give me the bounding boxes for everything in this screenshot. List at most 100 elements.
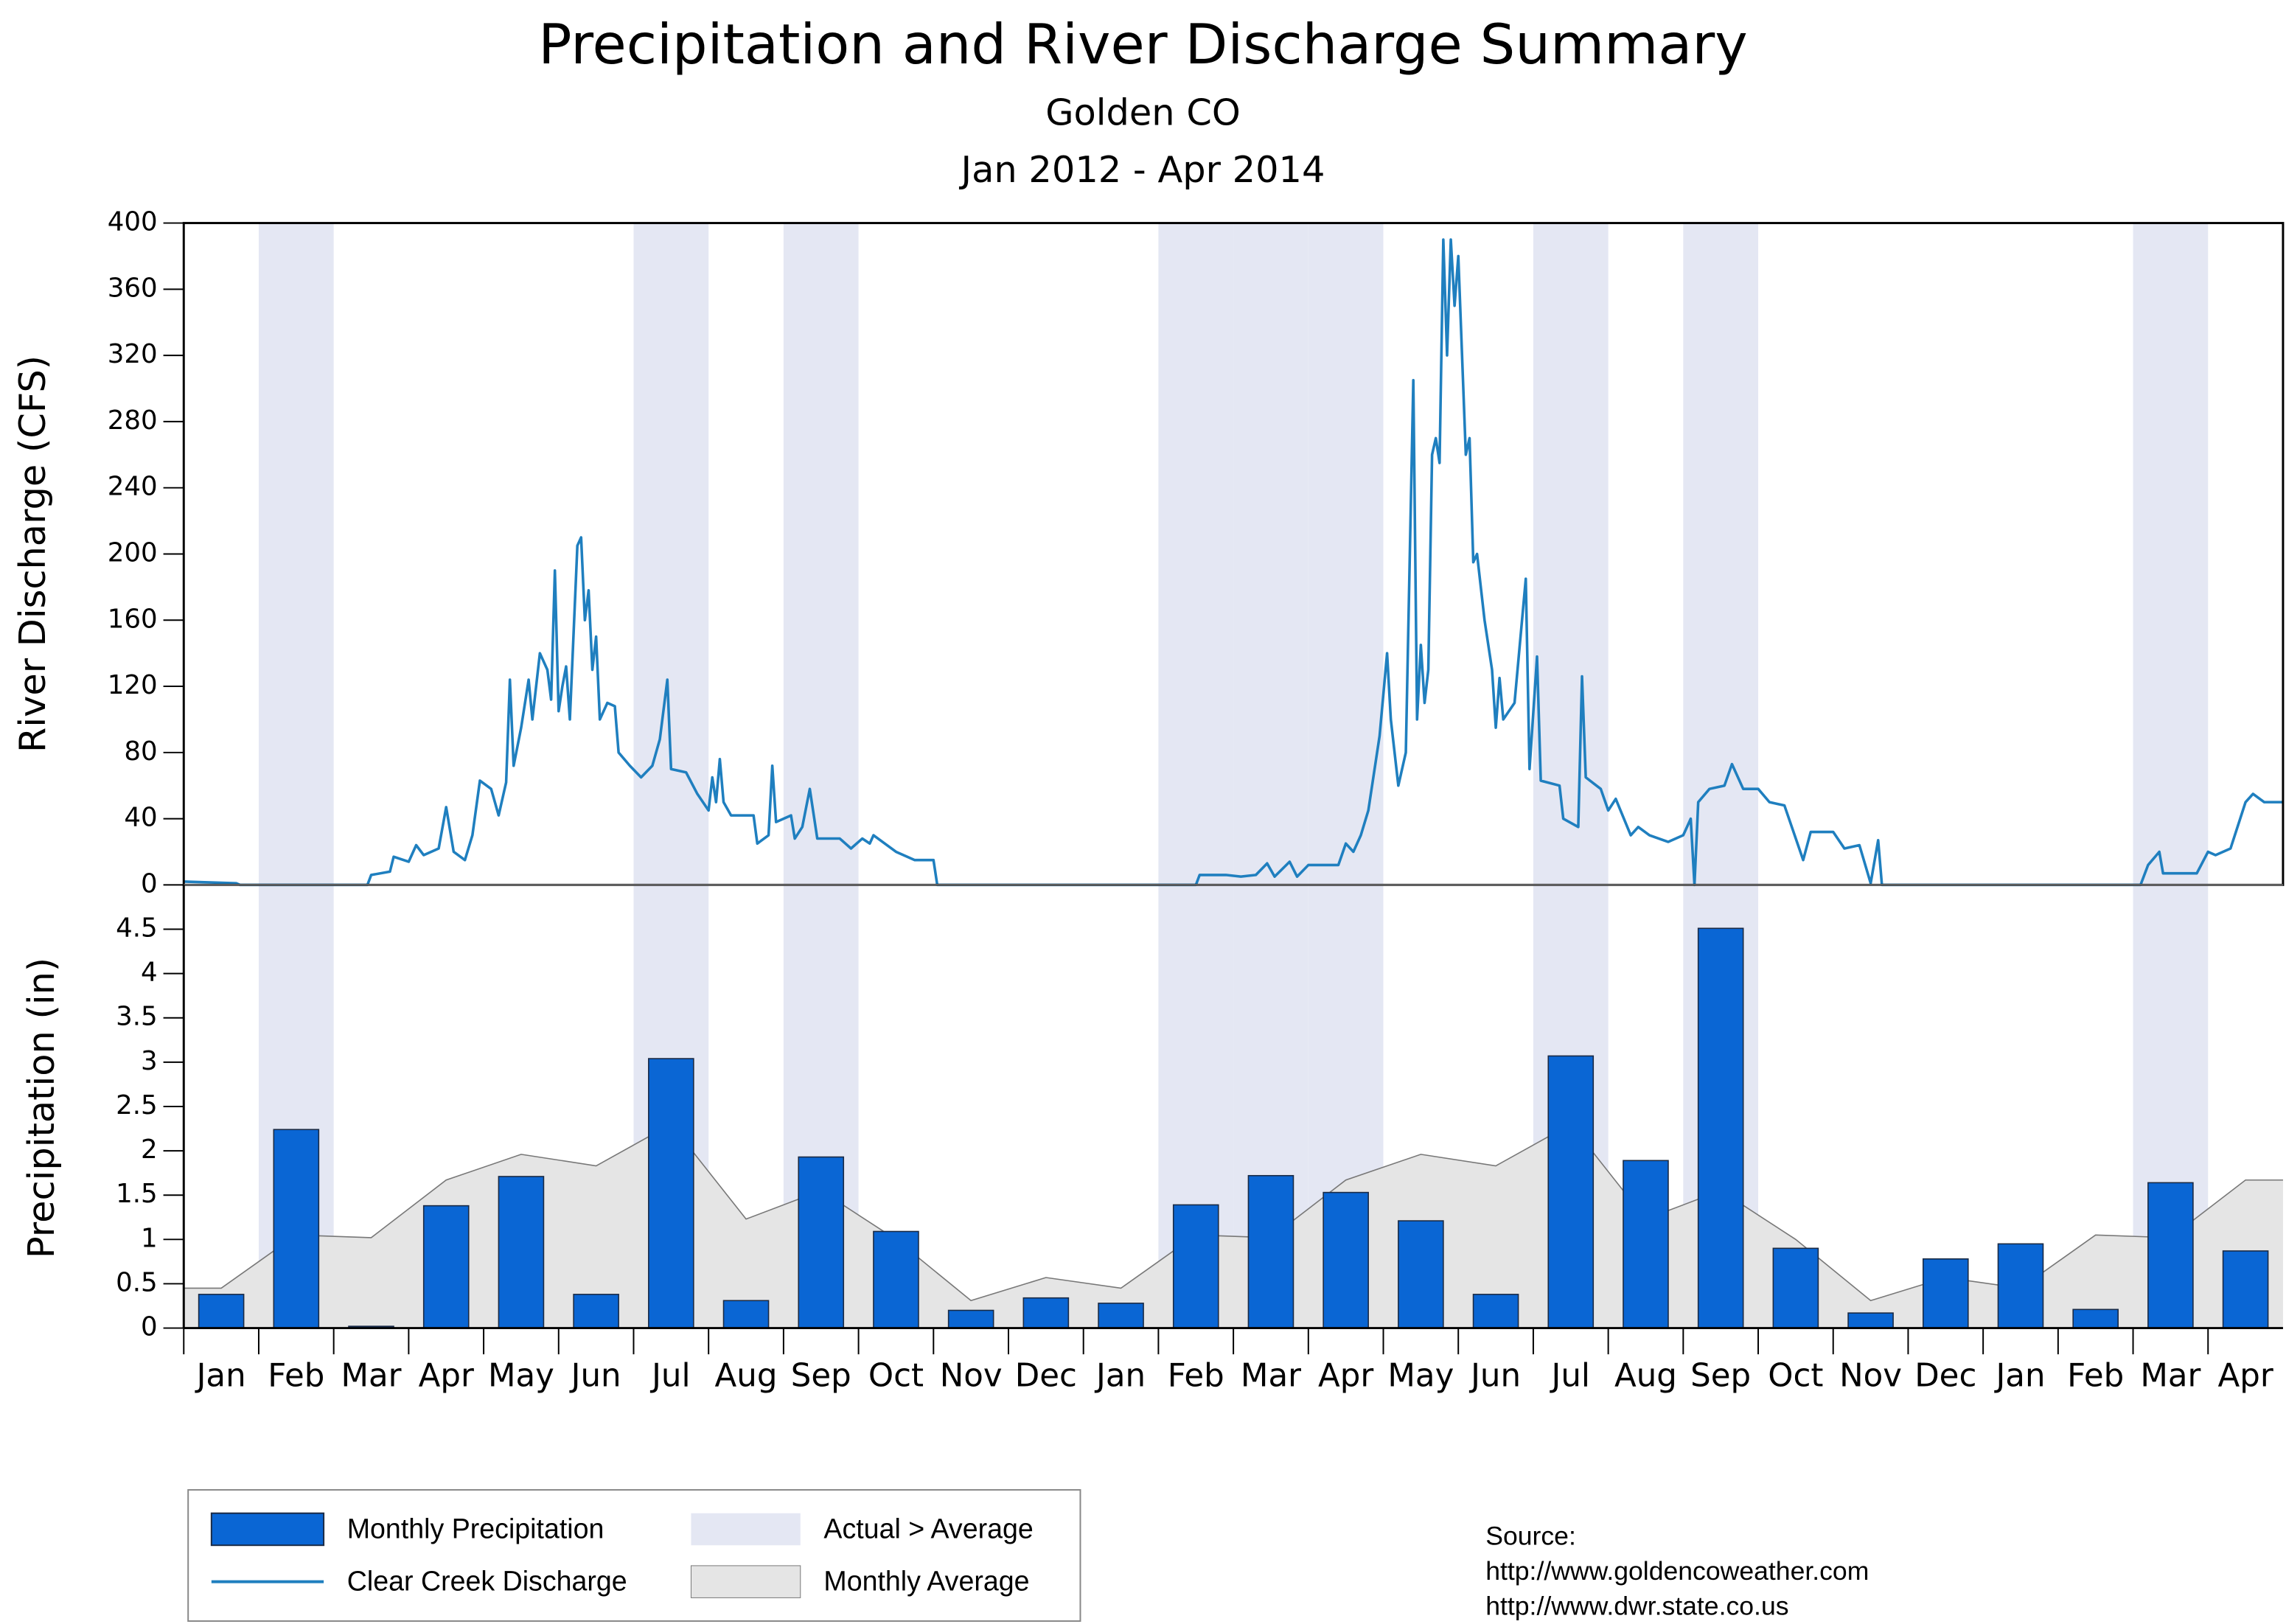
y-tick-label: 0.5 <box>116 1267 158 1297</box>
chart-subtitle: Golden CO <box>1045 91 1240 134</box>
x-tick-label: Sep <box>791 1357 851 1394</box>
bar <box>422 1205 470 1329</box>
bar <box>1697 927 1744 1329</box>
highlight-band <box>1233 223 1308 1328</box>
bar <box>1247 1174 1294 1329</box>
highlight-band <box>783 223 859 1328</box>
bar <box>1547 1055 1595 1329</box>
legend-label: Clear Creek Discharge <box>347 1566 627 1597</box>
bar <box>2147 1182 2194 1329</box>
x-tick-label: Jan <box>195 1357 246 1394</box>
source-text: http://www.dwr.state.co.us <box>1485 1592 1788 1621</box>
x-tick-label: Nov <box>1839 1357 1902 1394</box>
x-tick-label: Jul <box>649 1357 691 1394</box>
y-tick-label: 0 <box>141 868 158 899</box>
bar <box>273 1129 320 1329</box>
y-tick-label: 0 <box>141 1312 158 1342</box>
bar <box>198 1294 245 1329</box>
x-tick-label: Mar <box>1241 1357 1301 1394</box>
legend-box <box>187 1489 1081 1623</box>
y-tick-label: 3 <box>141 1046 158 1076</box>
x-tick-label: Jun <box>569 1357 621 1394</box>
bar <box>2072 1308 2119 1329</box>
y-axis-label: River Discharge (CFS) <box>11 355 54 753</box>
highlight-band <box>2133 223 2209 1328</box>
x-tick-label: Nov <box>940 1357 1003 1394</box>
y-tick-label: 80 <box>124 736 157 767</box>
x-tick-label: Feb <box>1168 1357 1224 1394</box>
y-tick-label: 280 <box>108 405 158 436</box>
y-tick-label: 2.5 <box>116 1090 158 1121</box>
x-tick-label: Aug <box>1614 1357 1677 1394</box>
bar <box>1772 1247 1819 1329</box>
bar <box>722 1300 770 1329</box>
y-tick-label: 40 <box>124 803 157 833</box>
x-tick-label: Dec <box>1015 1357 1077 1394</box>
bar <box>1922 1258 1969 1329</box>
y-tick-label: 2 <box>141 1135 158 1165</box>
source-text: Source: <box>1485 1522 1576 1551</box>
x-tick-label: Oct <box>1768 1357 1823 1394</box>
highlight-band <box>1308 223 1384 1328</box>
y-tick-label: 1.5 <box>116 1179 158 1209</box>
bar <box>1472 1294 1519 1329</box>
legend-label: Monthly Precipitation <box>347 1513 604 1544</box>
x-tick-label: Jul <box>1550 1357 1591 1394</box>
x-tick-label: Mar <box>2140 1357 2200 1394</box>
bar <box>1098 1303 1144 1329</box>
x-tick-label: Feb <box>2067 1357 2124 1394</box>
bar <box>1172 1204 1219 1329</box>
y-tick-label: 200 <box>108 537 158 568</box>
bar <box>798 1156 845 1329</box>
bar <box>573 1294 619 1329</box>
bar <box>1323 1191 1369 1329</box>
y-tick-label: 160 <box>108 604 158 634</box>
y-tick-label: 240 <box>108 472 158 502</box>
x-tick-label: May <box>1387 1357 1454 1394</box>
highlight-band <box>1158 223 1234 1328</box>
legend-swatch <box>691 1513 801 1546</box>
y-tick-label: 320 <box>108 339 158 369</box>
discharge-line <box>184 238 2283 887</box>
x-tick-label: Apr <box>1318 1357 1373 1394</box>
x-tick-label: Apr <box>419 1357 474 1394</box>
y-tick-label: 3.5 <box>116 1002 158 1032</box>
legend-label: Actual > Average <box>823 1513 1033 1544</box>
bar <box>1623 1160 1669 1329</box>
x-tick-label: Mar <box>341 1357 401 1394</box>
legend-swatch <box>210 1512 325 1547</box>
x-tick-label: Oct <box>868 1357 924 1394</box>
y-tick-label: 360 <box>108 273 158 303</box>
x-tick-label: Sep <box>1690 1357 1751 1394</box>
legend-label: Monthly Average <box>823 1566 1029 1597</box>
average-area <box>184 1124 2283 1328</box>
bar <box>1847 1312 1894 1329</box>
x-tick-label: Aug <box>715 1357 778 1394</box>
bar <box>2222 1250 2269 1329</box>
bar <box>1022 1297 1070 1329</box>
x-tick-label: Jan <box>1993 1357 2045 1394</box>
x-tick-label: May <box>488 1357 554 1394</box>
bar <box>947 1309 994 1329</box>
chart-title: Precipitation and River Discharge Summar… <box>538 12 1747 77</box>
y-tick-label: 4 <box>141 958 158 988</box>
y-tick-label: 120 <box>108 670 158 700</box>
x-tick-label: Apr <box>2217 1357 2273 1394</box>
bar <box>498 1176 545 1329</box>
y-tick-label: 400 <box>108 207 158 237</box>
x-tick-label: Feb <box>268 1357 324 1394</box>
bar <box>1398 1220 1444 1329</box>
date-range: Jan 2012 - Apr 2014 <box>959 148 1325 191</box>
y-axis-label: Precipitation (in) <box>20 958 63 1258</box>
bar <box>873 1230 919 1329</box>
bar <box>648 1058 694 1329</box>
x-tick-label: Jun <box>1468 1357 1521 1394</box>
y-tick-label: 1 <box>141 1223 158 1253</box>
x-tick-label: Jan <box>1094 1357 1146 1394</box>
bar <box>1997 1243 2044 1329</box>
legend-swatch <box>690 1565 801 1598</box>
x-tick-label: Dec <box>1914 1357 1976 1394</box>
source-text: http://www.goldencoweather.com <box>1485 1556 1869 1586</box>
y-tick-label: 4.5 <box>116 913 158 943</box>
